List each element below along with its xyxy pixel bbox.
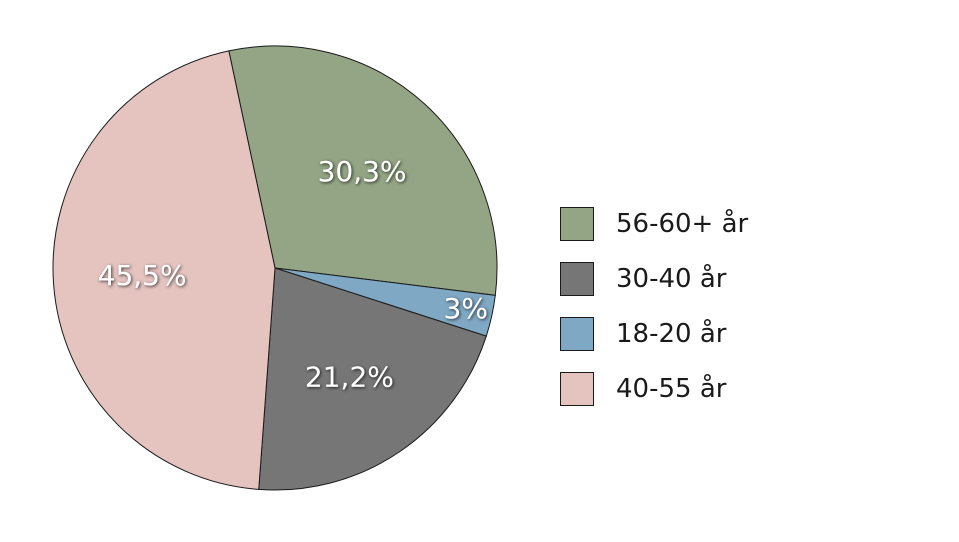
data-label-30-40-ar: 21,2% xyxy=(305,360,394,393)
legend: 56-60+ år 30-40 år 18-20 år 40-55 år xyxy=(560,206,748,426)
legend-item-18-20-ar: 18-20 år xyxy=(560,316,748,352)
legend-swatch xyxy=(560,317,594,351)
data-label-18-20-ar: 3% xyxy=(444,292,488,325)
legend-item-56-60plus-ar: 56-60+ år xyxy=(560,206,748,242)
legend-label: 40-55 år xyxy=(616,374,727,404)
legend-item-40-55-ar: 40-55 år xyxy=(560,371,748,407)
data-label-40-55-ar: 45,5% xyxy=(98,259,187,292)
legend-swatch xyxy=(560,372,594,406)
pie-slice-40-55-ar xyxy=(52,50,276,490)
pie-slice-56-60plus-ar xyxy=(228,45,498,296)
legend-swatch xyxy=(560,262,594,296)
legend-item-30-40-ar: 30-40 år xyxy=(560,261,748,297)
legend-label: 18-20 år xyxy=(616,319,727,349)
legend-label: 30-40 år xyxy=(616,264,727,294)
pie-slice-30-40-ar xyxy=(258,267,487,491)
legend-label: 56-60+ år xyxy=(616,209,749,239)
data-label-56-60plus-ar: 30,3% xyxy=(318,155,407,188)
legend-swatch xyxy=(560,207,594,241)
